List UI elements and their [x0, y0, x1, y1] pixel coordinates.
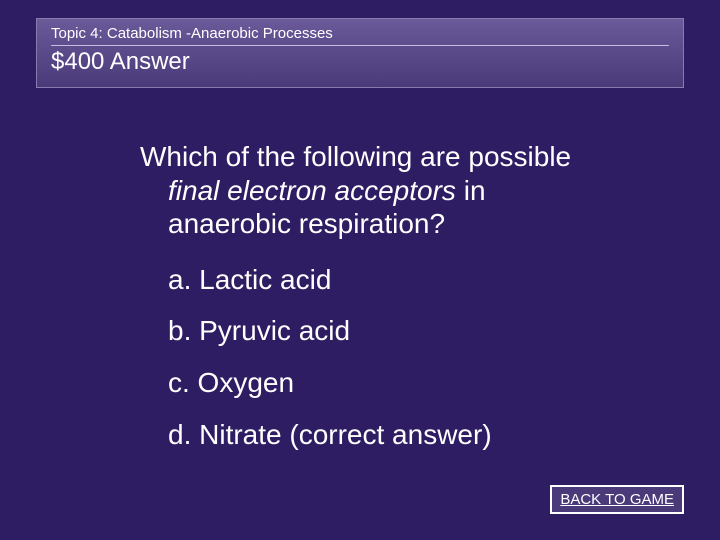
topic-label: Topic 4: Catabolism -Anaerobic Processes — [51, 25, 669, 42]
content-area: Which of the following are possible fina… — [140, 140, 660, 469]
question-line1: Which of the following are possible — [140, 141, 571, 172]
back-to-game-button[interactable]: BACK TO GAME — [550, 485, 684, 514]
question-italic: final electron acceptors — [168, 175, 456, 206]
question-line2-rest: in — [456, 175, 486, 206]
question-text: Which of the following are possible fina… — [140, 140, 660, 241]
slide: Topic 4: Catabolism -Anaerobic Processes… — [0, 0, 720, 540]
question-line3: anaerobic respiration? — [140, 207, 660, 241]
option-b: b. Pyruvic acid — [140, 314, 660, 348]
header-bar: Topic 4: Catabolism -Anaerobic Processes… — [36, 18, 684, 88]
option-d: d. Nitrate (correct answer) — [140, 418, 660, 452]
question-line2: final electron acceptors in — [140, 174, 660, 208]
header-divider — [51, 45, 669, 46]
option-a: a. Lactic acid — [140, 263, 660, 297]
option-c: c. Oxygen — [140, 366, 660, 400]
value-answer-label: $400 Answer — [51, 48, 669, 76]
